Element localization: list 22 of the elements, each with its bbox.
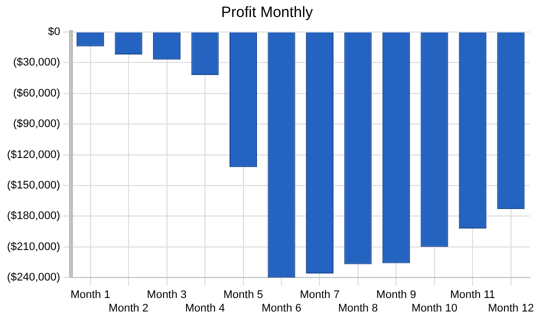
x-tick-label: Month 6 bbox=[262, 302, 302, 314]
x-tick-label: Month 11 bbox=[450, 289, 496, 302]
y-tick-label: ($30,000) bbox=[13, 56, 60, 69]
x-tick-label: Month 8 bbox=[338, 302, 378, 314]
chart-title: Profit Monthly bbox=[221, 4, 314, 22]
y-tick-label: ($210,000) bbox=[6, 240, 60, 253]
x-tick-label: Month 9 bbox=[376, 289, 416, 302]
x-tick-label: Month 1 bbox=[70, 289, 110, 302]
y-tick-label: ($120,000) bbox=[6, 148, 60, 161]
x-tick-label: Month 2 bbox=[108, 302, 148, 314]
x-tick-label: Month 10 bbox=[411, 302, 458, 314]
x-tick-label: Month 4 bbox=[185, 302, 225, 314]
y-tick-label: ($90,000) bbox=[13, 118, 60, 130]
y-tick-label: ($150,000) bbox=[6, 180, 60, 192]
y-tick-label: ($240,000) bbox=[6, 272, 60, 284]
y-tick-label: ($60,000) bbox=[13, 87, 60, 100]
x-tick-label: Month 12 bbox=[488, 302, 534, 314]
x-tick-label: Month 7 bbox=[300, 289, 340, 302]
y-tick-label: ($180,000) bbox=[6, 210, 60, 222]
x-tick-label: Month 3 bbox=[146, 289, 187, 302]
x-tick-label: Month 5 bbox=[223, 289, 264, 302]
y-tick-label: $0 bbox=[48, 26, 60, 38]
